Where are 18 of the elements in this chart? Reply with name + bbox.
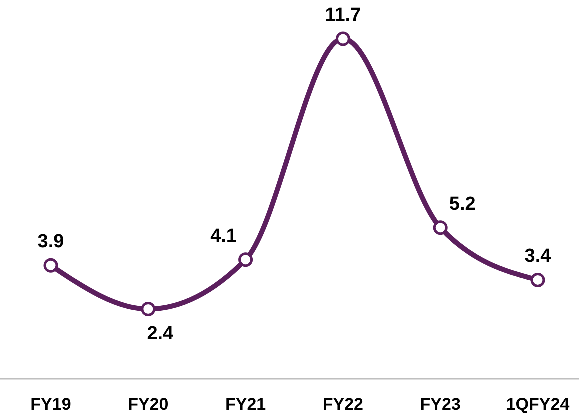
data-label: 11.7	[325, 5, 362, 26]
point	[44, 258, 58, 273]
point	[433, 220, 448, 236]
point	[530, 272, 546, 288]
point	[141, 302, 156, 317]
x-tick-label: FY22	[322, 395, 364, 414]
data-label: 2.4	[147, 323, 174, 344]
x-tick-label: FY20	[128, 395, 169, 414]
data-label: 3.9	[38, 232, 64, 253]
point	[336, 32, 350, 46]
x-tick-label: FY19	[30, 395, 72, 414]
x-tick-label: 1QFY24	[506, 395, 570, 414]
point	[238, 252, 254, 268]
data-label: 5.2	[449, 194, 476, 215]
x-tick-label: FY23	[420, 395, 461, 414]
data-label: 4.1	[210, 226, 238, 247]
data-label: 3.4	[524, 246, 552, 268]
x-tick-label: FY21	[225, 395, 266, 414]
